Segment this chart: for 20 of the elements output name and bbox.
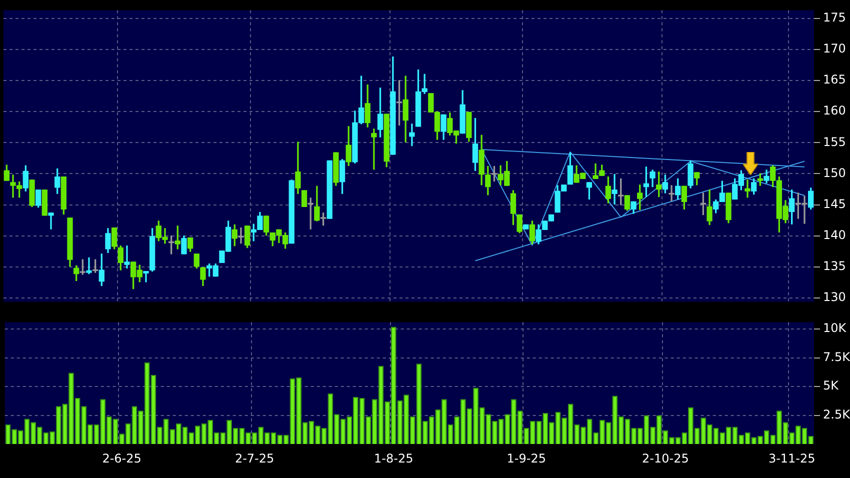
x-tick-label: 3-11-25 [768,451,816,466]
y-tick-label: 155 [823,134,846,149]
y-tick-label: 170 [823,41,846,56]
x-tick-label: 1-8-25 [374,451,414,466]
y-tick-label: 135 [823,259,846,274]
x-tick-label: 2-6-25 [102,451,142,466]
y-tick-label: 7.5K [823,350,850,364]
x-tick-label: 2-7-25 [234,451,274,466]
y-tick-label: 2.5K [823,407,850,422]
y-tick-label: 165 [823,72,846,87]
y-tick-label: 160 [823,104,846,118]
x-tick-label: 1-9-25 [506,451,546,466]
y-tick-label: 140 [823,228,846,242]
y-tick-label: 130 [823,290,846,304]
y-tick-label: 10K [823,321,848,336]
y-tick-label: 175 [823,10,846,24]
x-tick-label: 2-10-25 [642,451,689,466]
y-tick-label: 150 [823,166,846,180]
y-tick-label: 145 [823,196,846,211]
y-tick-label: 5K [823,378,840,393]
